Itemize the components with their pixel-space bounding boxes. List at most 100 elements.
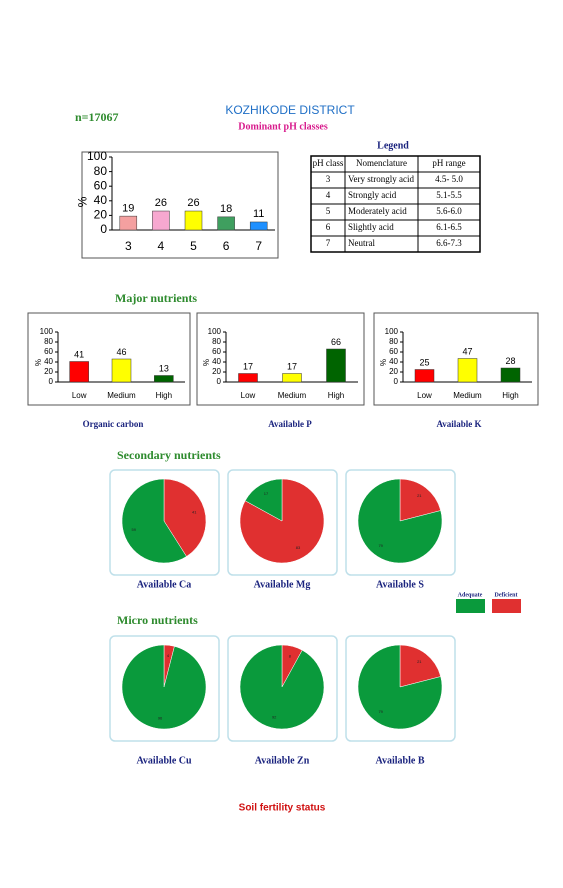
table-header: pH class [313,158,344,168]
bar [326,348,346,383]
pie-slice [121,478,187,564]
bar [238,373,258,383]
y-tick-label: 60 [44,347,53,356]
legend-label: Adequate [458,592,483,598]
x-tick-label: High [328,391,344,400]
pie-slice [357,644,443,730]
y-tick-label: 0 [100,222,107,236]
value-label: 17 [287,362,297,372]
x-tick-label: Medium [453,391,482,400]
section-title: Secondary nutrients [117,448,221,462]
y-tick-label: 40 [94,193,108,207]
value-label: 47 [462,347,472,357]
pie-slice [239,478,325,564]
y-tick-label: 0 [394,377,399,386]
bar [69,361,89,383]
pie-slice [399,644,441,688]
y-tick-label: 0 [217,377,222,386]
legend-title: Legend [377,140,409,151]
x-tick-label: 4 [158,239,165,253]
chart-title: Available K [436,419,481,429]
bar [184,210,203,231]
slice-label: 17 [264,491,269,496]
pie-slice [357,478,443,564]
x-tick-label: 3 [125,239,132,253]
y-tick-label: 80 [389,337,398,346]
y-tick-label: 60 [212,347,221,356]
y-tick-label: 60 [389,347,398,356]
table-cell: 5.1-5.5 [436,190,462,200]
value-label: 66 [331,337,341,347]
y-tick-label: 100 [385,327,399,336]
y-tick-label: 40 [389,357,398,366]
table-cell: Slightly acid [348,222,394,232]
x-tick-label: Low [417,391,432,400]
chart-frame [373,312,539,406]
legend-swatch [492,599,521,613]
footer: Soil fertility status [239,803,326,814]
table-header: Nomenclature [356,158,407,168]
slice-label: 8 [289,654,292,659]
table-cell: 4 [326,190,331,200]
y-tick-label: 80 [44,337,53,346]
slice-label: 4 [167,653,170,658]
bar [217,216,235,231]
table-cell: 3 [326,174,331,184]
chart-frame [81,151,279,259]
table-cell: Strongly acid [348,190,397,200]
table-cell: 4.5- 5.0 [435,174,463,184]
y-axis-label: % [34,359,43,366]
value-label: 17 [243,362,253,372]
chart-title: Available B [376,755,425,766]
table-header: pH range [432,158,465,168]
slice-label: 96 [158,715,163,720]
pie-slice [121,644,207,730]
value-label: 19 [122,202,134,214]
bar [414,369,435,383]
table-cell: Moderately acid [348,206,407,216]
bar [152,210,170,231]
value-label: 25 [419,358,429,368]
bar [154,375,174,383]
value-label: 46 [116,347,126,357]
y-tick-label: 40 [44,357,53,366]
value-label: 26 [187,197,199,209]
x-tick-label: High [156,391,172,400]
value-label: 26 [155,197,167,209]
x-tick-label: Low [241,391,256,400]
y-tick-label: 100 [40,327,54,336]
x-tick-label: Medium [107,391,136,400]
y-tick-label: 40 [212,357,221,366]
x-tick-label: Medium [278,391,307,400]
slice-label: 21 [417,493,422,498]
chart-title: Available Cu [136,755,192,766]
y-tick-label: 20 [212,367,221,376]
y-tick-label: 20 [389,367,398,376]
value-label: 18 [220,203,232,215]
y-tick-label: 0 [49,377,54,386]
table-cell: 5.6-6.0 [436,206,462,216]
pie-slice [239,644,325,730]
pie-slice [399,478,441,522]
value-label: 11 [253,208,264,220]
chart-frame [27,312,191,406]
bar [111,358,132,383]
value-label: 13 [159,364,169,374]
district-title: KOZHIKODE DISTRICT [225,103,355,117]
x-tick-label: Low [72,391,87,400]
slice-label: 83 [296,545,301,550]
pie-slice [244,478,283,522]
bar [249,221,268,231]
bar [119,215,138,231]
table-cell: 6 [326,222,331,232]
slice-label: 41 [192,509,197,514]
legend-label: Deficient [495,592,518,598]
chart-title: Organic carbon [83,419,144,429]
y-tick-label: 80 [212,337,221,346]
y-tick-label: 80 [94,164,108,178]
chart-title: Available P [268,419,312,429]
y-axis-label: % [75,196,89,207]
chart-title: Available Zn [255,755,310,766]
